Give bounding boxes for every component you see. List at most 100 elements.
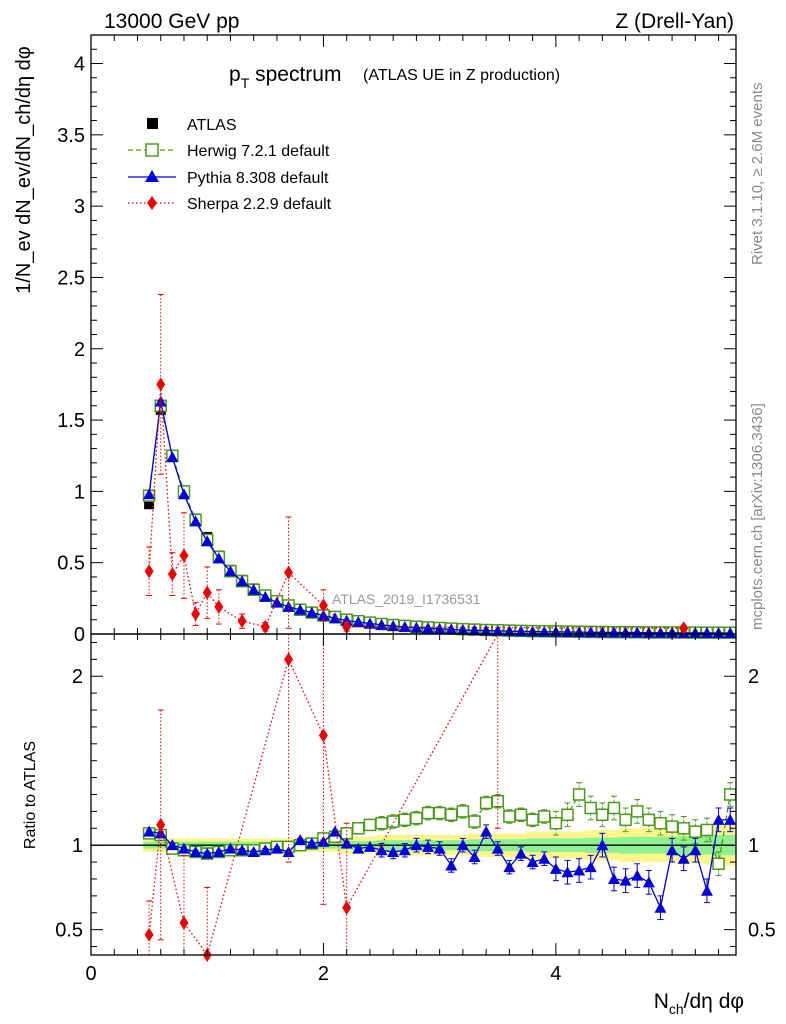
ratio-point-herwig (421, 806, 435, 820)
main-point-pythia (294, 603, 307, 615)
ratio-y-tick-label: 2 (72, 666, 83, 688)
ratio-y-tick-label-right: 2 (748, 666, 759, 688)
legend-label-herwig: Herwig 7.2.1 default (187, 143, 330, 160)
main-point-sherpa (214, 599, 224, 614)
legend-marker-herwig (145, 143, 159, 157)
ratio-point-herwig (445, 808, 458, 822)
ratio-point-pythia (398, 844, 411, 856)
main-point-pythia (189, 515, 202, 527)
ratio-point-pythia (549, 862, 562, 874)
ratio-point-herwig (363, 818, 377, 832)
ratio-point-pythia (573, 864, 586, 876)
mcplots-label: mcplots.cern.ch [arXiv:1306.3436] (749, 403, 766, 630)
header-left: 13000 GeV pp (104, 10, 239, 33)
main-point-pythia (491, 624, 504, 636)
ratio-point-sherpa (342, 900, 352, 915)
chart-title-rest: spectrum (249, 63, 341, 86)
ratio-point-herwig (572, 788, 586, 801)
main-point-pythia (700, 626, 713, 638)
main-point-pythia (352, 616, 365, 628)
main-y-ticks: 0 0.5 1 1.5 2 2.5 3 3.5 4 (57, 34, 736, 646)
main-y-tick-label: 0 (74, 624, 85, 646)
ratio-point-pythia (224, 842, 237, 854)
ratio-point-pythia (236, 844, 249, 856)
ratio-point-pythia (619, 874, 632, 886)
main-point-data (144, 499, 155, 510)
ratio-point-sherpa (144, 927, 154, 942)
main-point-pythia (329, 612, 342, 624)
ratio-point-herwig (630, 805, 644, 818)
ratio-point-pythia (526, 856, 539, 868)
ratio-point-pythia (363, 840, 376, 852)
main-y-tick-label: 0.5 (57, 553, 85, 575)
legend: ATLAS Herwig 7.2.1 default Pythia 8.308 … (128, 117, 332, 213)
legend-item-atlas: ATLAS (147, 117, 237, 134)
ratio-point-pythia (654, 901, 667, 913)
ratio-point-pythia (143, 825, 156, 837)
ratio-point-pythia (259, 844, 272, 856)
ratio-point-pythia (387, 845, 400, 857)
main-point-pythia (363, 617, 376, 629)
main-y-axis-label: 1/N_ev dN_ev/dN_ch/dη dφ (13, 46, 35, 294)
ratio-point-pythia (596, 839, 609, 851)
legend-item-sherpa: Sherpa 2.2.9 default (128, 196, 332, 213)
legend-label-pythia: Pythia 8.308 default (187, 170, 329, 187)
main-y-tick-label: 3.5 (57, 125, 85, 147)
main-point-pythia (445, 623, 458, 635)
main-point-sherpa (260, 619, 270, 634)
main-point-pythia (607, 626, 620, 638)
ratio-point-pythia (503, 861, 516, 873)
x-axis-label-rest: /dη dφ (684, 990, 744, 1013)
main-point-pythia (177, 488, 190, 500)
chart-title: pT spectrum (229, 63, 341, 91)
ratio-point-herwig (689, 825, 702, 838)
main-point-sherpa (167, 567, 177, 582)
main-point-sherpa (191, 607, 201, 622)
ratio-point-herwig (619, 813, 632, 827)
legend-item-pythia: Pythia 8.308 default (128, 170, 329, 187)
main-panel: 0 0.5 1 1.5 2 2.5 3 3.5 4 pT spectrum (ATLAS UE … (13, 34, 737, 646)
x-tick-label: 0 (85, 963, 96, 985)
main-point-sherpa (284, 565, 294, 580)
ratio-point-pythia (666, 844, 679, 856)
ratio-point-herwig (375, 816, 388, 830)
main-y-tick-label: 3 (74, 196, 85, 218)
legend-label-atlas: ATLAS (187, 117, 237, 134)
main-y-tick-label: 4 (74, 54, 85, 76)
ratio-y-tick-label-right: 0.5 (748, 920, 776, 942)
ratio-point-herwig (712, 857, 725, 871)
x-tick-label: 2 (318, 963, 329, 985)
ratio-point-pythia (410, 839, 423, 851)
ratio-point-pythia (689, 844, 702, 856)
main-point-pythia (387, 620, 400, 632)
ratio-y-axis-label: Ratio to ATLAS (22, 741, 39, 849)
ratio-y-tick-label: 0.5 (55, 920, 83, 942)
ratio-point-pythia (270, 842, 283, 854)
ratio-y-tick-label-right: 1 (748, 835, 759, 857)
ratio-point-herwig (654, 816, 667, 830)
main-point-pythia (631, 626, 644, 638)
chart-title-main: p (229, 63, 241, 86)
ratio-point-herwig (340, 827, 353, 840)
main-point-pythia (143, 488, 156, 500)
legend-label-sherpa: Sherpa 2.2.9 default (187, 196, 332, 213)
main-point-pythia (201, 535, 214, 547)
ratio-point-herwig (677, 822, 690, 835)
legend-marker-sherpa (147, 196, 157, 210)
ratio-point-pythia (607, 872, 620, 884)
main-y-tick-label: 1 (74, 481, 85, 503)
ratio-point-pythia (642, 876, 655, 888)
legend-item-herwig: Herwig 7.2.1 default (128, 143, 330, 160)
ratio-point-pythia (538, 852, 551, 864)
ratio-point-herwig (352, 822, 365, 835)
main-point-sherpa (237, 614, 247, 629)
ratio-point-herwig (596, 808, 609, 822)
main-point-sherpa (342, 619, 352, 634)
ratio-point-pythia (584, 861, 597, 873)
ratio-ticks: 0.5 0.5 1 1 2 2 0 2 4 (55, 634, 776, 985)
ratio-point-pythia (329, 825, 342, 837)
main-point-pythia (282, 600, 295, 612)
legend-marker-atlas (147, 118, 158, 129)
ratio-point-pythia (480, 825, 493, 837)
